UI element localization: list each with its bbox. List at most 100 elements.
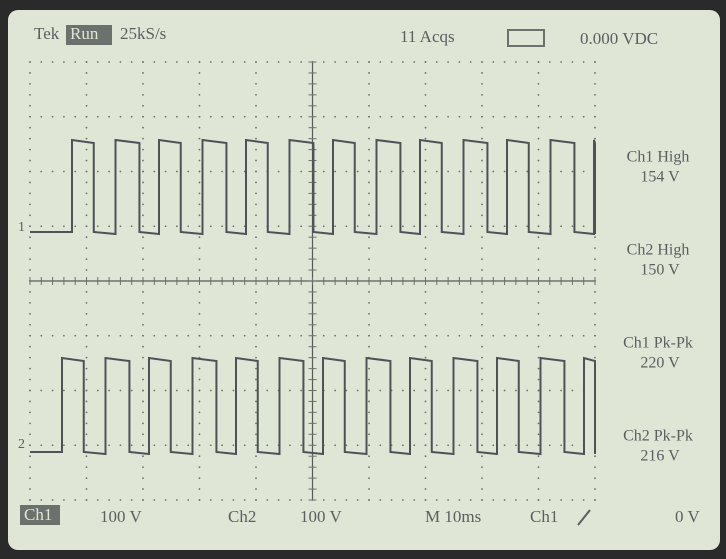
- graticule-dot: [153, 170, 156, 173]
- graticule-dot: [424, 422, 427, 425]
- graticule-dot: [255, 378, 257, 381]
- graticule-dot: [537, 455, 540, 458]
- graticule-dot: [368, 137, 370, 140]
- graticule-dot: [142, 400, 144, 403]
- graticule-dot: [29, 225, 31, 228]
- graticule-dot: [594, 499, 596, 501]
- graticule-dot: [29, 148, 31, 151]
- graticule-dot: [255, 192, 257, 195]
- graticule-dot: [481, 400, 483, 403]
- graticule-dot: [537, 356, 540, 359]
- graticule-dot: [368, 61, 370, 63]
- graticule-dot: [334, 170, 336, 173]
- graticule-dot: [164, 389, 167, 392]
- graticule-dot: [537, 323, 540, 326]
- graticule-dot: [40, 225, 43, 228]
- graticule-dot: [424, 345, 427, 348]
- graticule-dot: [548, 61, 551, 63]
- graticule-dot: [209, 334, 212, 337]
- graticule-dot: [368, 389, 370, 392]
- graticule-dot: [300, 334, 303, 337]
- graticule-dot: [424, 181, 427, 184]
- graticule-dot: [481, 126, 483, 129]
- measurement-value: 154 V: [640, 169, 680, 186]
- graticule-dot: [492, 334, 495, 337]
- graticule-dot: [277, 170, 280, 173]
- trigger-slope: [577, 509, 591, 526]
- graticule-dot: [85, 378, 88, 381]
- graticule-dot: [85, 72, 88, 74]
- graticule-dot: [368, 400, 370, 403]
- graticule-dot: [40, 115, 43, 118]
- graticule-dot: [481, 247, 483, 250]
- brand: Tek: [34, 24, 60, 43]
- graticule-dot: [548, 334, 551, 337]
- graticule-dot: [29, 378, 31, 381]
- graticule-dot: [63, 225, 65, 228]
- graticule-dot: [334, 334, 336, 337]
- graticule-dot: [469, 389, 472, 392]
- graticule-dot: [322, 170, 325, 173]
- graticule-dot: [142, 367, 144, 370]
- graticule-dot: [345, 61, 348, 63]
- graticule-dot: [334, 115, 336, 118]
- graticule-dot: [537, 367, 540, 370]
- graticule-dot: [481, 170, 483, 173]
- footer-ch2: Ch2: [228, 507, 256, 526]
- graticule-dot: [300, 115, 303, 118]
- graticule-dot: [582, 499, 585, 501]
- graticule-dot: [424, 269, 427, 271]
- graticule-dot: [515, 444, 517, 447]
- graticule-dot: [74, 170, 77, 173]
- graticule-dot: [368, 83, 370, 85]
- graticule-dot: [255, 236, 257, 239]
- graticule-dot: [232, 61, 235, 63]
- graticule-dot: [130, 170, 133, 173]
- graticule-dot: [368, 258, 370, 260]
- graticule-dot: [85, 302, 88, 304]
- graticule-dot: [142, 422, 144, 425]
- graticule-dot: [424, 137, 427, 140]
- graticule-dot: [390, 334, 393, 337]
- graticule-dot: [503, 334, 506, 337]
- graticule-dot: [368, 444, 370, 447]
- graticule-dot: [469, 115, 472, 118]
- graticule-dot: [209, 444, 212, 447]
- graticule-dot: [153, 444, 156, 447]
- footer-timebase: M 10ms: [425, 507, 481, 526]
- graticule-dot: [356, 115, 359, 118]
- graticule-dot: [481, 225, 483, 228]
- graticule-dot: [424, 499, 427, 501]
- graticule-dot: [63, 499, 65, 501]
- graticule-dot: [334, 61, 336, 63]
- graticule-dot: [209, 170, 212, 173]
- graticule-dot: [481, 258, 483, 260]
- graticule-dot: [187, 499, 190, 501]
- graticule-dot: [266, 499, 269, 501]
- graticule-dot: [142, 323, 144, 326]
- graticule-dot: [537, 345, 540, 348]
- graticule-dot: [142, 389, 144, 392]
- graticule-dot: [142, 203, 144, 206]
- graticule-dot: [74, 225, 77, 228]
- graticule-dot: [255, 400, 257, 403]
- graticule-dot: [481, 477, 483, 479]
- graticule-dot: [548, 389, 551, 392]
- graticule-dot: [594, 488, 596, 490]
- graticule-dot: [142, 334, 144, 337]
- graticule-dot: [29, 236, 31, 239]
- graticule-dot: [368, 291, 370, 293]
- graticule-dot: [29, 411, 31, 414]
- graticule-dot: [40, 334, 43, 337]
- graticule-dot: [368, 247, 370, 250]
- graticule-dot: [424, 214, 427, 217]
- graticule-dot: [198, 422, 201, 425]
- graticule-dot: [537, 170, 540, 173]
- graticule-dot: [198, 411, 201, 414]
- graticule-dot: [594, 104, 596, 107]
- graticule-dot: [221, 115, 224, 118]
- graticule-dot: [469, 444, 472, 447]
- graticule-dot: [63, 170, 65, 173]
- graticule-dot: [537, 203, 540, 206]
- graticule-dot: [255, 269, 257, 271]
